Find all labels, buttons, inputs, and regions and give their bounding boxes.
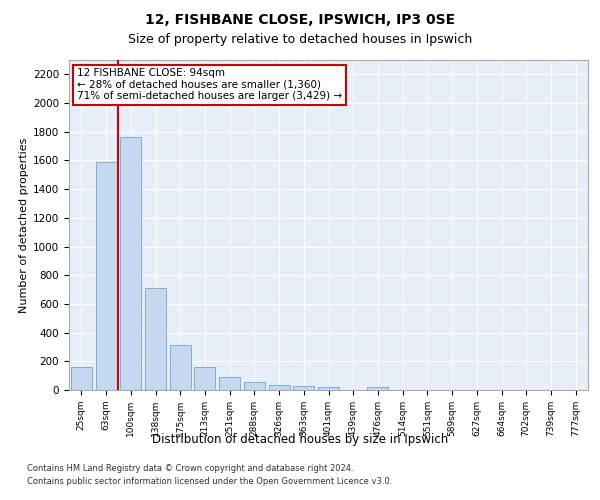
Bar xyxy=(170,345,191,390)
Bar xyxy=(219,378,240,390)
Bar xyxy=(293,386,314,390)
Bar xyxy=(145,288,166,390)
Bar xyxy=(194,367,215,390)
Text: 12 FISHBANE CLOSE: 94sqm
← 28% of detached houses are smaller (1,360)
71% of sem: 12 FISHBANE CLOSE: 94sqm ← 28% of detach… xyxy=(77,68,342,102)
Bar xyxy=(367,387,388,390)
Bar xyxy=(95,162,116,390)
Bar xyxy=(71,367,92,390)
Text: Contains public sector information licensed under the Open Government Licence v3: Contains public sector information licen… xyxy=(27,478,392,486)
Y-axis label: Number of detached properties: Number of detached properties xyxy=(19,138,29,312)
Bar xyxy=(269,385,290,390)
Text: 12, FISHBANE CLOSE, IPSWICH, IP3 0SE: 12, FISHBANE CLOSE, IPSWICH, IP3 0SE xyxy=(145,12,455,26)
Text: Size of property relative to detached houses in Ipswich: Size of property relative to detached ho… xyxy=(128,32,472,46)
Text: Contains HM Land Registry data © Crown copyright and database right 2024.: Contains HM Land Registry data © Crown c… xyxy=(27,464,353,473)
Text: Distribution of detached houses by size in Ipswich: Distribution of detached houses by size … xyxy=(152,432,448,446)
Bar xyxy=(244,382,265,390)
Bar xyxy=(120,138,141,390)
Bar xyxy=(318,387,339,390)
